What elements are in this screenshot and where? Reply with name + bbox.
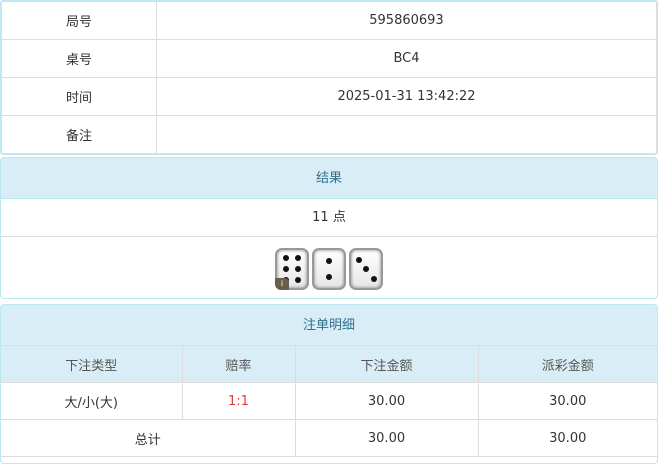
result-panel: 结果 11 点 i bbox=[0, 157, 658, 299]
row-table-id: 桌号 BC4 bbox=[1, 39, 657, 78]
dice-container: i bbox=[1, 237, 657, 298]
bet-type: 大/小(大) bbox=[1, 382, 183, 420]
die-pip bbox=[283, 255, 289, 262]
result-title: 结果 bbox=[1, 158, 657, 199]
col-odds: 赔率 bbox=[181, 345, 296, 383]
die-2 bbox=[312, 248, 346, 290]
round-id: 595860693 bbox=[156, 1, 657, 40]
time: 2025-01-31 13:42:22 bbox=[156, 77, 657, 116]
total-row: 总计 30.00 30.00 bbox=[1, 419, 657, 457]
die-pip bbox=[295, 276, 301, 283]
die-pip bbox=[355, 256, 362, 263]
label: 时间 bbox=[1, 77, 157, 116]
col-bet-type: 下注类型 bbox=[1, 345, 183, 383]
payout: 30.00 bbox=[477, 382, 657, 420]
die-6: i bbox=[275, 248, 309, 290]
odds: 1:1 bbox=[181, 382, 296, 420]
col-bet-amount: 下注金额 bbox=[294, 345, 479, 383]
result-points: 11 点 bbox=[1, 199, 657, 237]
row-time: 时间 2025-01-31 13:42:22 bbox=[1, 77, 657, 116]
label: 桌号 bbox=[1, 39, 157, 78]
row-round-id: 局号 595860693 bbox=[1, 1, 657, 40]
bet-amount: 30.00 bbox=[294, 382, 479, 420]
round-info-table: 局号 595860693 桌号 BC4 时间 2025-01-31 13:42:22 … bbox=[0, 0, 658, 155]
row-note: 备注 bbox=[1, 115, 657, 154]
die-pip bbox=[326, 273, 332, 280]
die-pip bbox=[363, 266, 369, 272]
die-pip bbox=[295, 266, 301, 272]
total-label: 总计 bbox=[1, 419, 296, 457]
die-pip bbox=[295, 255, 301, 262]
total-amount: 30.00 bbox=[294, 419, 479, 457]
die-3 bbox=[349, 248, 383, 290]
bet-detail-title: 注单明细 bbox=[1, 305, 657, 346]
label: 局号 bbox=[1, 1, 157, 40]
die-pip bbox=[283, 266, 289, 272]
table-id: BC4 bbox=[156, 39, 657, 78]
info-badge-icon[interactable]: i bbox=[275, 278, 289, 290]
die-pip bbox=[326, 258, 332, 265]
total-payout: 30.00 bbox=[477, 419, 657, 457]
bet-detail-panel: 注单明细 下注类型 赔率 下注金额 派彩金额 大/小(大) 1:1 30.00 … bbox=[0, 304, 658, 464]
header-row: 下注类型 赔率 下注金额 派彩金额 bbox=[1, 345, 657, 383]
label: 备注 bbox=[1, 115, 157, 154]
col-payout: 派彩金额 bbox=[477, 345, 657, 383]
note bbox=[156, 115, 657, 154]
die-pip bbox=[370, 275, 377, 282]
table-row: 大/小(大) 1:1 30.00 30.00 bbox=[1, 382, 657, 420]
